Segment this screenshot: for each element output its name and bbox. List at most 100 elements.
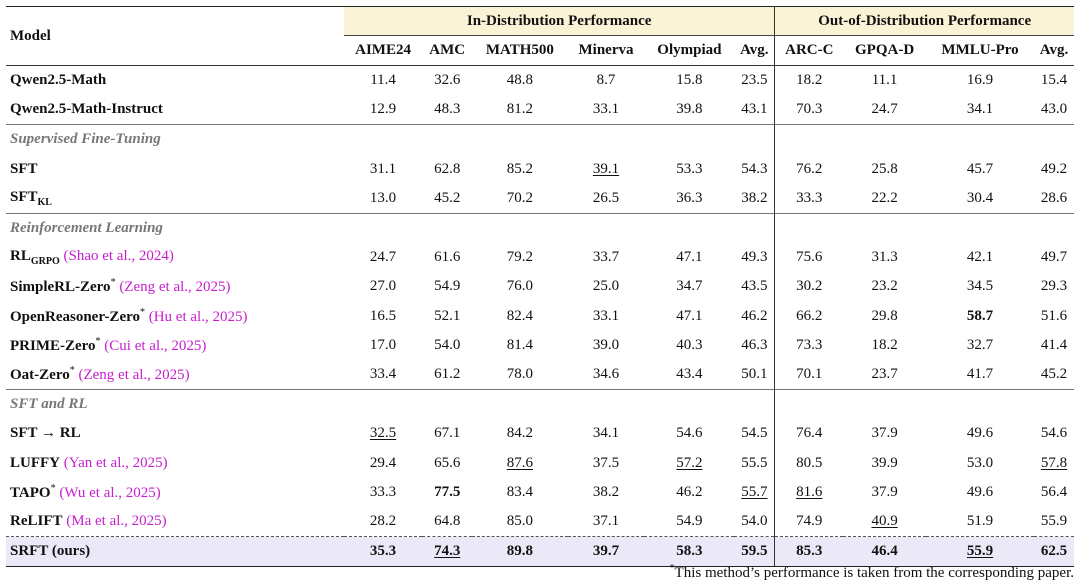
value-text: 30.4 <box>966 189 994 206</box>
value-text: 46.4 <box>871 543 898 560</box>
value-text: 81.6 <box>796 483 823 500</box>
model-name: ReLIFT <box>10 512 63 529</box>
value-cell: 18.2 <box>775 66 843 96</box>
value-cell: 33.3 <box>775 184 843 214</box>
model-cell: TAPO* (Wu et al., 2025) <box>6 478 344 507</box>
citation-link[interactable]: (Shao et al., 2024) <box>63 248 174 265</box>
value-cell: 54.6 <box>644 419 734 448</box>
value-cell: 25.0 <box>568 272 645 301</box>
col-in-avg: Avg. <box>734 35 776 66</box>
table-row: RLGRPO (Shao et al., 2024) 24.7 61.6 79.2 33… <box>6 243 1074 273</box>
value-cell: 81.6 <box>775 478 843 507</box>
value-cell: 49.2 <box>1034 155 1074 184</box>
value-cell: 27.0 <box>344 272 422 301</box>
model-cell: SFT <box>6 155 344 184</box>
citation-link[interactable]: (Hu et al., 2025) <box>148 308 248 325</box>
asterisk-mark: * <box>139 306 145 318</box>
value-text: 28.2 <box>369 512 397 529</box>
value-text: 59.5 <box>741 543 768 560</box>
table-row-ours: SRFT (ours) 35.3 74.3 89.8 39.7 58.3 59.5 85.3 4… <box>6 535 1074 568</box>
value-cell: 39.9 <box>843 448 926 477</box>
value-cell: 79.2 <box>472 243 567 272</box>
value-cell: 24.7 <box>843 95 926 125</box>
value-text: 11.4 <box>370 72 396 89</box>
value-text: 49.7 <box>1040 249 1068 266</box>
value-text: 22.2 <box>871 189 898 206</box>
value-text: 87.6 <box>506 454 534 471</box>
value-text: 55.7 <box>741 483 768 500</box>
value-text: 34.6 <box>592 365 620 382</box>
value-cell: 65.6 <box>422 448 472 477</box>
value-cell: 49.6 <box>926 478 1034 507</box>
value-cell: 54.9 <box>644 507 734 537</box>
value-cell: 58.7 <box>926 302 1034 331</box>
value-cell: 15.4 <box>1034 66 1074 96</box>
value-cell: 26.5 <box>568 184 645 214</box>
value-text: 78.0 <box>506 365 534 382</box>
value-text: 30.2 <box>796 278 823 295</box>
value-text: 40.3 <box>676 336 703 353</box>
value-cell: 48.3 <box>422 95 472 125</box>
value-cell: 32.5 <box>344 419 422 448</box>
value-text: 62.5 <box>1040 543 1068 560</box>
value-cell: 55.9 <box>1034 507 1074 537</box>
value-cell: 40.3 <box>644 331 734 360</box>
value-cell: 33.7 <box>568 243 645 272</box>
value-cell: 82.4 <box>472 302 567 331</box>
value-text: 43.4 <box>676 365 703 382</box>
value-cell: 54.0 <box>734 506 776 537</box>
value-text: 29.3 <box>1040 278 1068 295</box>
value-cell: 47.1 <box>644 302 734 331</box>
value-text: 83.4 <box>506 483 534 500</box>
citation-link[interactable]: (Zeng et al., 2025) <box>78 366 190 383</box>
citation-link[interactable]: (Zeng et al., 2025) <box>119 279 231 296</box>
value-cell: 15.8 <box>644 66 734 96</box>
value-cell: 70.3 <box>775 95 843 125</box>
value-text: 43.0 <box>1040 101 1068 118</box>
citation-link[interactable]: (Yan et al., 2025) <box>63 454 168 471</box>
value-text: 89.8 <box>506 543 534 560</box>
value-text: 55.9 <box>1040 512 1068 529</box>
table-row: Qwen2.5-Math 11.4 32.6 48.8 8.7 15.8 23.5 18.2 1… <box>6 65 1074 96</box>
value-cell: 77.5 <box>422 478 472 507</box>
citation-link[interactable]: (Cui et al., 2025) <box>104 337 207 354</box>
value-text: 77.5 <box>434 483 461 500</box>
value-cell: 46.4 <box>843 535 926 568</box>
value-cell: 51.6 <box>1034 302 1074 331</box>
value-cell: 46.2 <box>734 301 776 331</box>
value-text: 33.1 <box>592 101 620 118</box>
value-cell: 28.2 <box>344 507 422 537</box>
value-text: 33.4 <box>369 365 397 382</box>
value-text: 64.8 <box>434 512 461 529</box>
value-text: 11.1 <box>871 72 898 89</box>
value-cell: 45.7 <box>926 155 1034 184</box>
value-cell: 73.3 <box>775 331 843 360</box>
value-text: 55.5 <box>741 454 768 471</box>
value-text: 37.9 <box>871 425 898 442</box>
value-text: 13.0 <box>369 189 397 206</box>
value-text: 46.2 <box>676 483 703 500</box>
model-name: SimpleRL-Zero <box>10 279 111 296</box>
value-text: 12.9 <box>369 101 397 118</box>
value-cell: 56.4 <box>1034 478 1074 507</box>
value-text: 31.3 <box>871 249 898 266</box>
value-cell: 46.2 <box>644 478 734 507</box>
value-cell: 29.8 <box>843 302 926 331</box>
model-name: OpenReasoner-Zero <box>10 308 140 325</box>
citation-link[interactable]: (Ma et al., 2025) <box>66 512 167 529</box>
value-cell: 49.6 <box>926 419 1034 448</box>
value-cell: 30.4 <box>926 184 1034 214</box>
value-cell: 70.2 <box>472 184 567 214</box>
asterisk-mark: * <box>110 277 116 289</box>
value-text: 34.5 <box>966 278 994 295</box>
value-text: 65.6 <box>434 454 461 471</box>
value-cell: 25.8 <box>843 155 926 184</box>
value-text: 46.3 <box>741 336 768 353</box>
value-text: 85.0 <box>506 512 534 529</box>
citation-link[interactable]: (Wu et al., 2025) <box>59 484 161 501</box>
value-text: 34.7 <box>676 278 703 295</box>
value-text: 49.3 <box>741 249 768 266</box>
model-cell: OpenReasoner-Zero* (Hu et al., 2025) <box>6 302 344 331</box>
col-out-avg: Avg. <box>1034 35 1074 66</box>
value-text: 32.5 <box>369 425 397 442</box>
